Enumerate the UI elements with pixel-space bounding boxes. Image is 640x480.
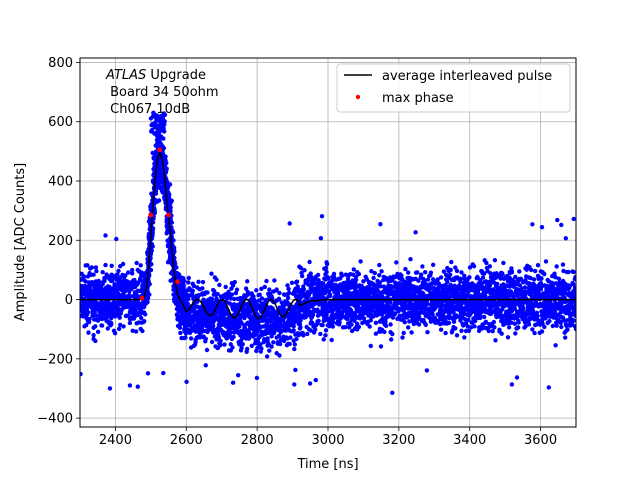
- max-phase-point: [166, 212, 171, 218]
- y-tick-label: 200: [48, 234, 73, 249]
- y-tick-label: 400: [48, 175, 73, 190]
- annotation: ATLAS Upgrade Board 34 50ohm Ch067 10dB: [105, 68, 219, 117]
- x-axis-label: Time [ns]: [296, 457, 358, 472]
- y-tick-label: −200: [37, 352, 73, 367]
- y-tick-label: 600: [48, 115, 73, 130]
- legend-box: [336, 63, 571, 113]
- y-tick-label: 0: [65, 293, 73, 308]
- max-phase-point: [139, 295, 145, 301]
- series-max-phase: [139, 147, 180, 301]
- x-tick-label: 3000: [311, 433, 344, 448]
- y-axis-label: Amplitude [ADC Counts]: [13, 163, 28, 321]
- y-tick-label: −400: [37, 412, 73, 427]
- x-tick-label: 3400: [453, 433, 486, 448]
- annotation-channel: Ch067 10dB: [106, 102, 190, 117]
- x-tick-label: 2800: [241, 433, 274, 448]
- max-phase-point: [157, 147, 163, 153]
- x-tick-label: 3600: [524, 433, 557, 448]
- x-axis-ticks: 2400 2600 2800 3000 3200 3400 3600: [99, 427, 557, 448]
- y-tick-label: 800: [48, 56, 73, 71]
- svg-text:ATLAS Upgrade: ATLAS Upgrade: [105, 68, 206, 83]
- raw-sample-points: [80, 110, 576, 396]
- x-tick-label: 3200: [382, 433, 415, 448]
- average-pulse-line: [80, 151, 576, 320]
- legend: average interleaved pulse max phase: [336, 63, 571, 113]
- annotation-atlas: ATLAS: [105, 68, 146, 83]
- legend-label-max-phase: max phase: [382, 91, 454, 106]
- legend-dot-swatch: [355, 94, 361, 100]
- legend-label-average: average interleaved pulse: [382, 69, 552, 84]
- y-axis-ticks: −400 −200 0 200 400 600 800: [37, 56, 80, 427]
- annotation-board: Board 34 50ohm: [106, 85, 219, 100]
- x-tick-label: 2400: [99, 433, 132, 448]
- plot-area: [80, 110, 576, 396]
- max-phase-point: [175, 279, 180, 285]
- max-phase-point: [148, 212, 154, 218]
- annotation-upgrade: Upgrade: [146, 68, 206, 83]
- x-tick-label: 2600: [170, 433, 203, 448]
- series-raw-samples: [80, 110, 576, 396]
- series-average-pulse: [80, 151, 576, 320]
